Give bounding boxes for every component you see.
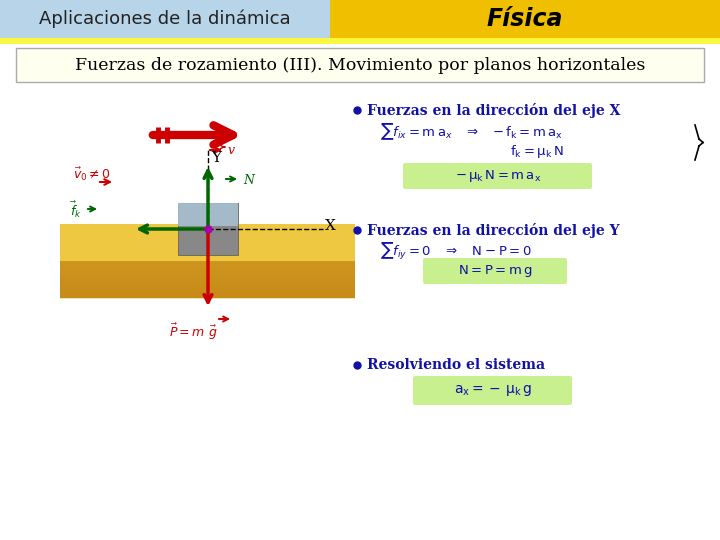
Bar xyxy=(60,277,355,279)
Text: Fuerzas en la dirección del eje X: Fuerzas en la dirección del eje X xyxy=(367,103,621,118)
Bar xyxy=(60,269,355,271)
Bar xyxy=(60,297,355,299)
Bar xyxy=(60,293,355,295)
Text: Aplicaciones de la dinámica: Aplicaciones de la dinámica xyxy=(39,10,291,28)
Bar xyxy=(60,263,355,265)
Bar xyxy=(60,291,355,293)
Text: Resolviendo el sistema: Resolviendo el sistema xyxy=(367,358,545,372)
FancyBboxPatch shape xyxy=(413,376,572,405)
Text: v: v xyxy=(228,145,235,158)
Text: $\sum f_{iy} = 0$   $\Rightarrow$   $\mathrm{N - P = 0}$: $\sum f_{iy} = 0$ $\Rightarrow$ $\mathrm… xyxy=(380,241,532,262)
Text: Fuerzas de rozamiento (III). Movimiento por planos horizontales: Fuerzas de rozamiento (III). Movimiento … xyxy=(75,57,645,73)
Text: $\mathrm{f_k = \mu_k\,N}$: $\mathrm{f_k = \mu_k\,N}$ xyxy=(510,144,564,160)
FancyBboxPatch shape xyxy=(403,163,592,189)
Bar xyxy=(330,0,720,38)
Text: X: X xyxy=(325,219,336,233)
Bar xyxy=(60,265,355,267)
Bar xyxy=(0,38,720,44)
Text: Física: Física xyxy=(487,7,563,31)
Bar xyxy=(60,295,355,297)
FancyBboxPatch shape xyxy=(16,48,704,82)
Bar xyxy=(60,273,355,275)
Bar xyxy=(60,285,355,287)
Bar xyxy=(60,224,355,261)
Bar xyxy=(60,259,355,261)
Bar xyxy=(60,261,355,298)
Bar xyxy=(60,283,355,285)
FancyBboxPatch shape xyxy=(0,33,720,540)
Bar xyxy=(60,271,355,273)
Bar xyxy=(178,203,238,226)
Text: Fuerzas en la dirección del eje Y: Fuerzas en la dirección del eje Y xyxy=(367,222,620,238)
Bar xyxy=(60,281,355,283)
Text: N: N xyxy=(243,173,254,186)
Text: $\mathrm{-\,\mu_k\,N = m\,a_x}$: $\mathrm{-\,\mu_k\,N = m\,a_x}$ xyxy=(455,168,541,184)
Bar xyxy=(60,287,355,289)
Bar xyxy=(0,0,330,38)
Text: $\vec{v}_0\neq 0$: $\vec{v}_0\neq 0$ xyxy=(73,165,111,183)
Bar xyxy=(60,289,355,291)
Bar xyxy=(60,267,355,269)
Text: $\mathrm{N = P = m\,g}$: $\mathrm{N = P = m\,g}$ xyxy=(458,263,532,279)
Text: $\sum f_{ix} = \mathrm{m\,a}_x$   $\Rightarrow$   $\mathrm{-\,f_k = m\,a_x}$: $\sum f_{ix} = \mathrm{m\,a}_x$ $\Righta… xyxy=(380,122,563,143)
Bar xyxy=(60,275,355,277)
Text: $\vec{P} = m\ \vec{g}$: $\vec{P} = m\ \vec{g}$ xyxy=(168,322,217,342)
FancyBboxPatch shape xyxy=(423,258,567,284)
Text: $\vec{f}_k$: $\vec{f}_k$ xyxy=(70,200,82,220)
Bar xyxy=(178,203,238,255)
Text: Y: Y xyxy=(211,151,221,165)
Bar xyxy=(60,279,355,281)
Text: $\mathrm{a_x = -\,\mu_k\,g}$: $\mathrm{a_x = -\,\mu_k\,g}$ xyxy=(454,383,532,399)
Bar xyxy=(60,261,355,263)
